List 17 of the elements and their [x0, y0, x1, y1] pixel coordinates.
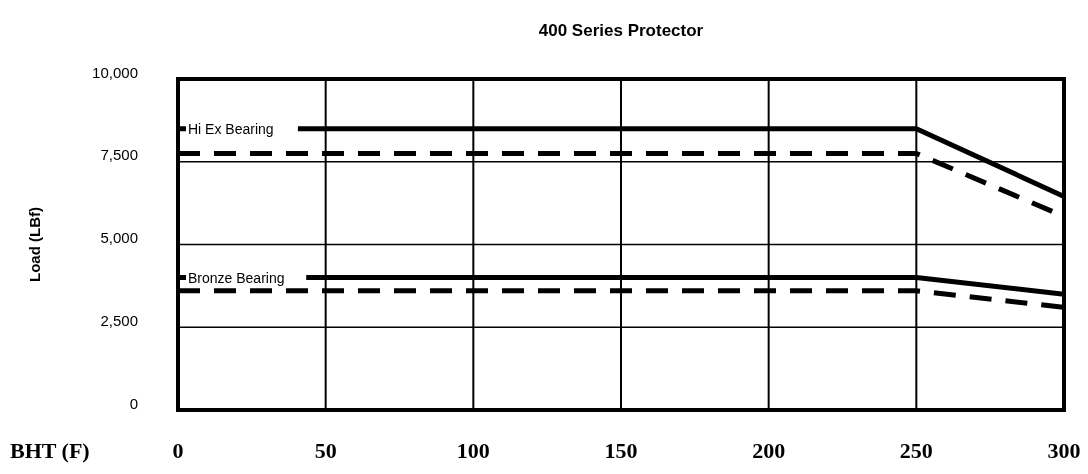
- chart-title: 400 Series Protector: [538, 21, 704, 40]
- x-tick-label: 250: [899, 438, 933, 463]
- y-tick-label: 7,500: [100, 146, 138, 164]
- y-tick-label: 5,000: [100, 229, 138, 246]
- y-tick-label: 2,500: [100, 311, 138, 329]
- x-tick-label: 50: [314, 438, 337, 463]
- series-label: Hi Ex Bearing: [188, 120, 274, 137]
- series-label: Bronze Bearing: [188, 269, 285, 286]
- x-tick-label: 0: [172, 438, 184, 463]
- x-tick-label: 150: [604, 438, 638, 463]
- x-tick-label: 300: [1047, 438, 1081, 463]
- y-axis-title: Load (LBf): [26, 207, 43, 282]
- x-tick-label: 200: [752, 438, 786, 463]
- y-tick-label: 0: [129, 394, 138, 412]
- x-tick-label: 100: [456, 438, 490, 463]
- x-axis-title: BHT (F): [10, 438, 90, 463]
- y-tick-label: 10,000: [92, 63, 138, 81]
